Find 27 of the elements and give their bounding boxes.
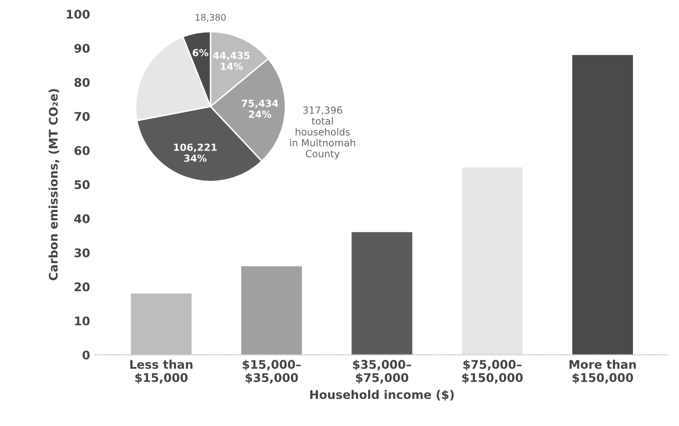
y-tick-label: 80 xyxy=(74,78,90,87)
x-tick-label: Less than $15,000 xyxy=(130,360,192,384)
data-label: 106,221 34% xyxy=(174,144,217,162)
y-tick-label: 0 xyxy=(82,350,90,360)
x-tick-label: $35,000– $75,000 xyxy=(353,360,412,384)
y-tick-label: 30 xyxy=(74,248,90,258)
bar xyxy=(352,232,412,355)
x-tick-label: $75,000– $150,000 xyxy=(462,360,523,384)
data-label: 75,434 24% xyxy=(242,100,278,118)
y-tick-label: 50 xyxy=(74,180,90,190)
y-tick-label: 40 xyxy=(74,214,90,224)
x-tick-label: $15,000– $35,000 xyxy=(242,360,301,384)
bar xyxy=(241,266,302,355)
y-tick-label: 90 xyxy=(74,44,90,53)
y-axis-title: Carbon emissions, (MT CO₂e) xyxy=(48,89,60,280)
x-tick-label: More than $150,000 xyxy=(570,360,636,384)
x-axis-title: Household income ($) xyxy=(310,390,454,401)
bar xyxy=(130,294,192,355)
y-tick-label: 70 xyxy=(74,112,90,121)
y-tick-label: 60 xyxy=(74,146,90,156)
annotation: 317,396 total households in Multnomah County xyxy=(290,106,356,160)
bar xyxy=(572,54,633,355)
bar xyxy=(462,167,523,355)
data-label: 44,435 14% xyxy=(213,52,250,70)
y-tick-label: 20 xyxy=(74,282,90,292)
y-tick-label: 100 xyxy=(66,10,90,19)
y-tick-label: 10 xyxy=(75,316,90,326)
